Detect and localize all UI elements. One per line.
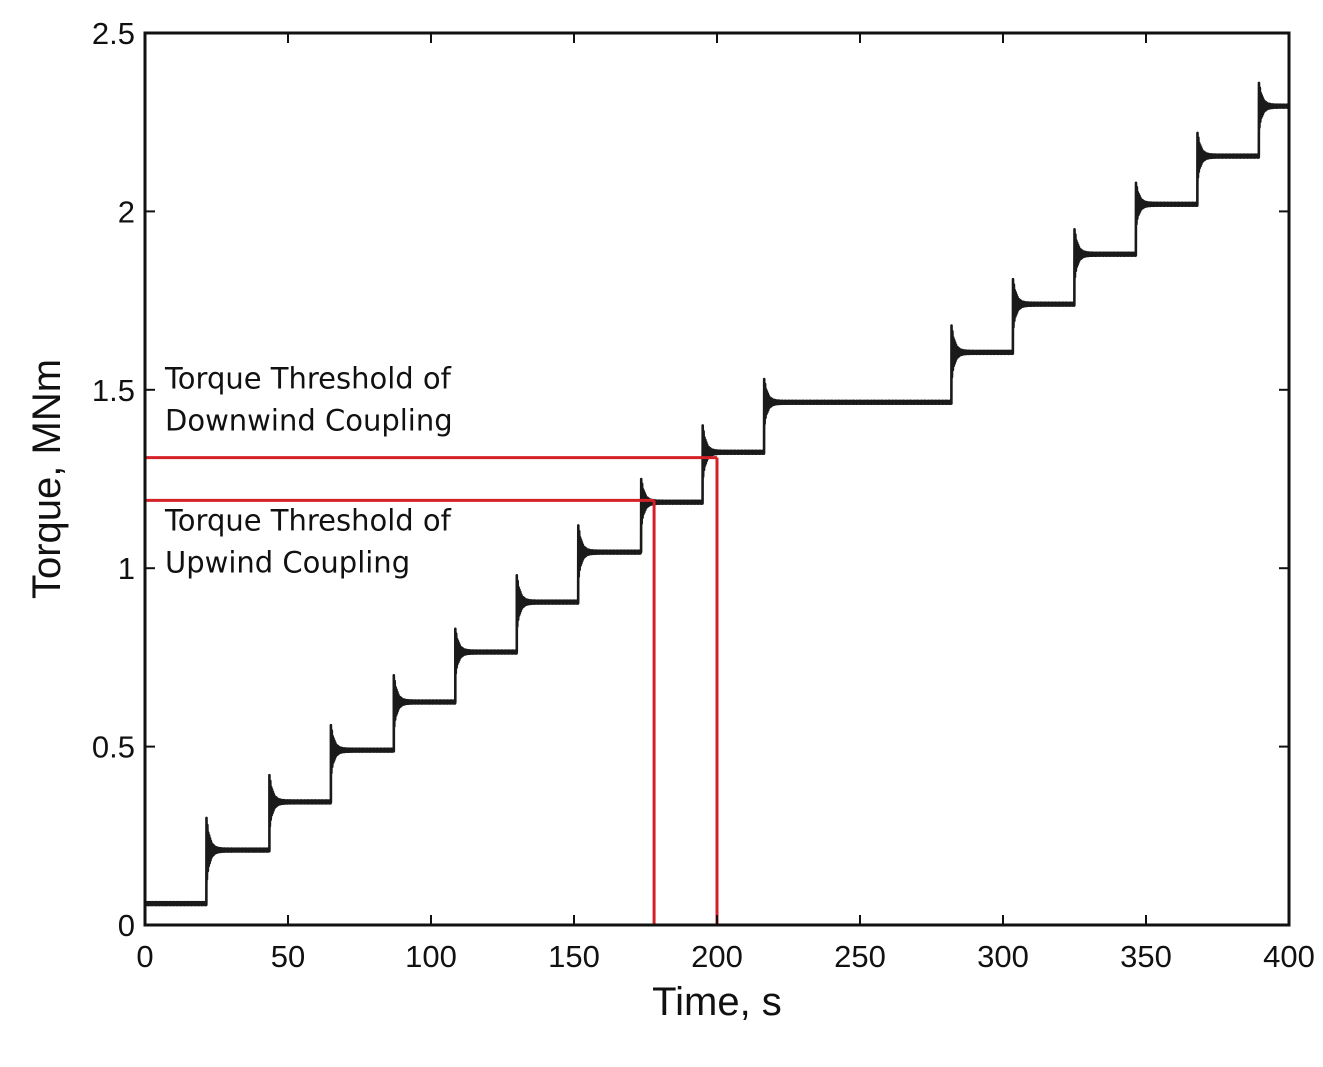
y-tick-label: 2.5 [92,16,135,51]
tick-labels: 0 50 100 150 200 250 300 350 400 0 0.5 1 1.5 2 2.5 [92,16,1315,974]
y-tick-label: 1 [118,551,135,586]
x-tick-label: 350 [1120,939,1172,974]
x-tick-label: 250 [834,939,886,974]
y-axis-title: Torque, MNm [25,359,69,599]
threshold-layer [145,456,719,925]
x-tick-label: 100 [405,939,457,974]
y-tick-label: 2 [118,194,135,229]
x-tick-label: 400 [1263,939,1315,974]
x-axis-title: Time, s [652,980,782,1024]
y-tick-label: 0.5 [92,730,135,765]
y-tick-label: 1.5 [92,373,135,408]
y-tick-label: 0 [118,908,135,943]
x-tick-label: 300 [977,939,1029,974]
x-tick-label: 150 [548,939,600,974]
threshold-label: Torque Threshold of [164,503,452,537]
x-tick-label: 0 [136,939,153,974]
threshold-label: Torque Threshold of [164,362,452,396]
x-tick-label: 200 [691,939,743,974]
threshold-annotations: Torque Threshold of Downwind Coupling Torq… [164,362,453,580]
x-tick-label: 50 [271,939,305,974]
axis-ticks [145,33,1289,925]
series-layer [143,81,1291,907]
threshold-label: Upwind Coupling [165,545,410,579]
torque-series-line [143,81,1291,907]
threshold-label: Downwind Coupling [165,404,453,438]
